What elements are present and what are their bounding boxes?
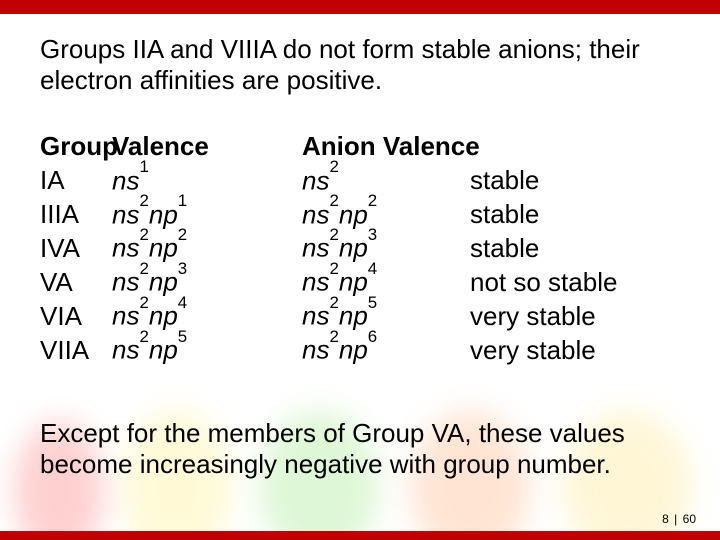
stability-cell: stable: [470, 232, 539, 265]
stability-cell: stable: [470, 198, 539, 231]
slide: Groups IIA and VIIIA do not form stable …: [0, 0, 720, 540]
table-row: ns2np5very stable: [302, 299, 617, 333]
top-bar: [0, 0, 720, 14]
anion-cell: ns2np5: [302, 299, 470, 333]
page-number: 8 | 60: [662, 512, 696, 526]
valence-cell: ns1: [112, 164, 232, 198]
anion-cell: ns2np3: [302, 231, 470, 265]
table-row: ns2np6very stable: [302, 333, 617, 367]
table-row: ns2np3stable: [302, 231, 617, 265]
group-cell: VA: [40, 266, 112, 299]
outro-text: Except for the members of Group VA, thes…: [40, 418, 680, 480]
table-row: ns2stable: [302, 164, 617, 198]
anion-cell: ns2np4: [302, 265, 470, 299]
page-current: 8: [662, 512, 669, 526]
right-column: Anion Valence ns2stablens2np2stablens2np…: [302, 130, 617, 367]
table-row: IAns1: [40, 164, 232, 198]
slide-content: Groups IIA and VIIIA do not form stable …: [40, 34, 680, 367]
valence-cell: ns2np3: [112, 265, 232, 299]
stability-cell: very stable: [470, 334, 596, 367]
table-row: IIIAns2np1: [40, 198, 232, 232]
page-total: 60: [683, 512, 696, 526]
table-header-row: Group Valence: [40, 130, 232, 163]
valence-cell: ns2np5: [112, 333, 232, 367]
header-valence: Valence: [112, 130, 209, 163]
valence-cell: ns2np2: [112, 231, 232, 265]
page-separator: |: [674, 512, 677, 526]
anion-cell: ns2: [302, 164, 470, 198]
left-column: Group Valence IAns1IIIAns2np1IVAns2np2VA…: [40, 130, 232, 367]
group-cell: IIIA: [40, 198, 112, 231]
valence-cell: ns2np1: [112, 198, 232, 232]
stability-cell: very stable: [470, 300, 596, 333]
group-cell: IVA: [40, 232, 112, 265]
table-row: IVAns2np2: [40, 231, 232, 265]
anion-cell: ns2np6: [302, 333, 470, 367]
table-row: ns2np2stable: [302, 198, 617, 232]
table-row: ns2np4not so stable: [302, 265, 617, 299]
header-group: Group: [40, 130, 112, 163]
table-header-row: Anion Valence: [302, 130, 617, 163]
table-row: VIAns2np4: [40, 299, 232, 333]
stability-cell: not so stable: [470, 266, 617, 299]
group-cell: IA: [40, 164, 112, 197]
group-cell: VIA: [40, 300, 112, 333]
valence-table: Group Valence IAns1IIIAns2np1IVAns2np2VA…: [40, 130, 680, 367]
table-row: VIIAns2np5: [40, 333, 232, 367]
bottom-bar: [0, 531, 720, 540]
stability-cell: stable: [470, 164, 539, 197]
valence-cell: ns2np4: [112, 299, 232, 333]
group-cell: VIIA: [40, 334, 112, 367]
table-row: VAns2np3: [40, 265, 232, 299]
intro-text: Groups IIA and VIIIA do not form stable …: [40, 34, 680, 96]
anion-cell: ns2np2: [302, 198, 470, 232]
